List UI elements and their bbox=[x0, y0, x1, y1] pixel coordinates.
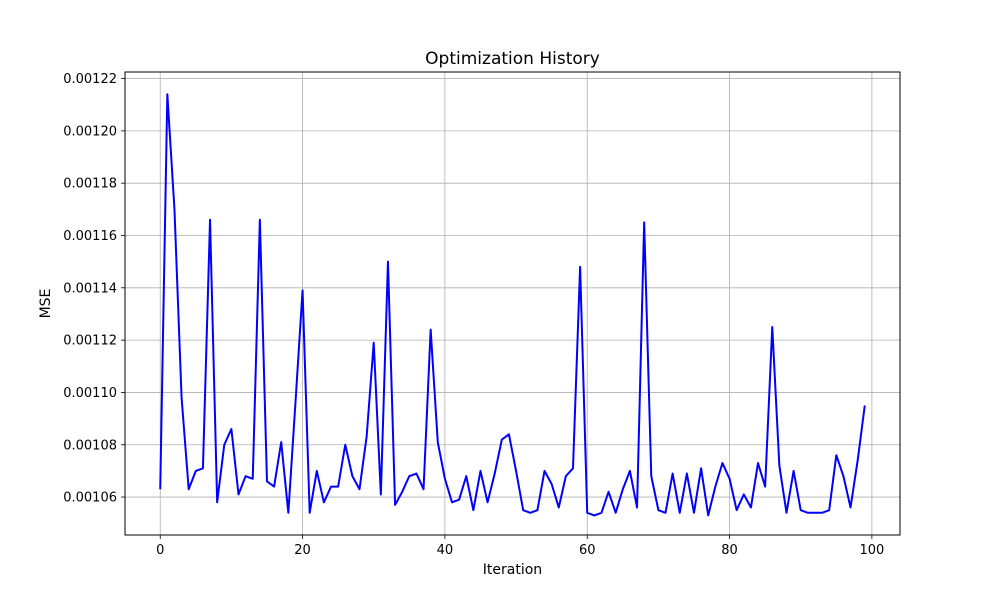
x-tick-label: 60 bbox=[579, 543, 596, 558]
x-tick-label: 20 bbox=[294, 543, 311, 558]
y-axis-ticks: 0.00106 0.00108 0.00110 0.00112 0.00114 0.001… bbox=[63, 72, 125, 506]
y-tick-label: 0.00118 bbox=[63, 177, 117, 192]
y-axis-label: MSE bbox=[38, 289, 54, 319]
y-tick-label: 0.00112 bbox=[63, 334, 117, 349]
y-tick-label: 0.00110 bbox=[63, 386, 117, 401]
y-tick-label: 0.00114 bbox=[63, 281, 117, 296]
y-tick-label: 0.00116 bbox=[63, 229, 117, 244]
y-tick-label: 0.00106 bbox=[63, 491, 117, 506]
x-axis-label: Iteration bbox=[483, 562, 542, 578]
x-tick-label: 0 bbox=[156, 543, 164, 558]
x-tick-label: 100 bbox=[859, 543, 884, 558]
series-layer bbox=[159, 93, 866, 517]
plot-area-frame bbox=[124, 71, 901, 536]
x-tick-label: 80 bbox=[721, 543, 738, 558]
series-line bbox=[159, 93, 866, 517]
y-tick-label: 0.00120 bbox=[63, 124, 117, 139]
x-axis-ticks: 0 20 40 60 80 100 bbox=[156, 535, 884, 558]
y-tick-label: 0.00108 bbox=[63, 438, 117, 453]
chart-title: Optimization History bbox=[425, 49, 600, 69]
y-tick-label: 0.00122 bbox=[63, 72, 117, 87]
x-tick-label: 40 bbox=[437, 543, 454, 558]
